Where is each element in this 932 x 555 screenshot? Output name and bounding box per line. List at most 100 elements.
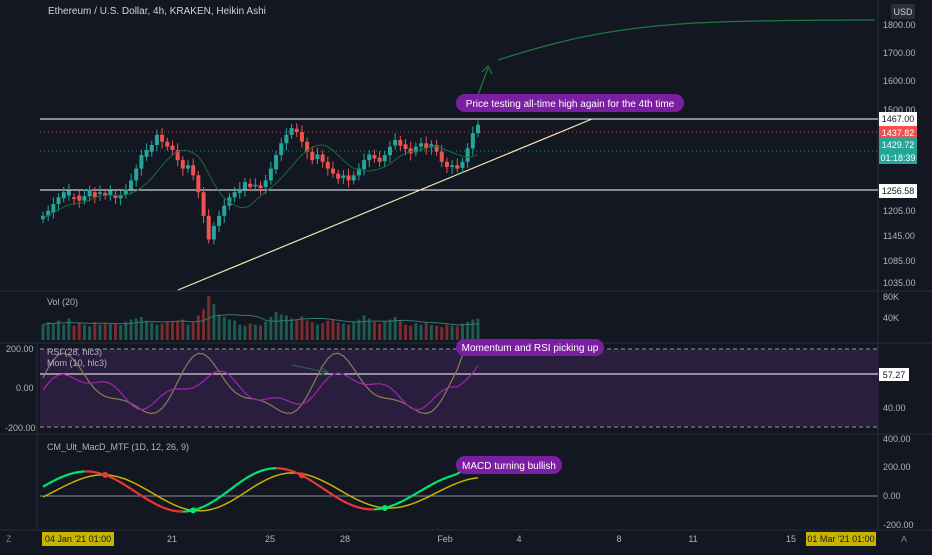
time-tick: 25	[265, 534, 275, 544]
candle-body	[129, 180, 133, 189]
volume-bar	[67, 319, 70, 340]
volume-bar	[435, 326, 438, 340]
currency-label: USD	[893, 7, 913, 17]
macd-segment	[172, 511, 177, 512]
volume-bar	[306, 321, 309, 340]
volume-bar	[202, 309, 205, 340]
candle-body	[471, 133, 475, 148]
volume-bar	[269, 317, 272, 340]
macd-annotation-text: MACD turning bullish	[462, 461, 556, 472]
candle-body	[378, 158, 382, 162]
candle-body	[98, 192, 102, 194]
candle-body	[460, 162, 464, 168]
candle-body	[41, 216, 45, 219]
candle-body	[72, 197, 76, 199]
candle-body	[93, 192, 97, 197]
price-tick: 1085.00	[883, 256, 916, 266]
volume-bar	[373, 322, 376, 340]
volume-bar	[140, 317, 143, 340]
candle-body	[264, 180, 268, 187]
reset-time-scale-button[interactable]: Z	[6, 534, 12, 544]
candle-body	[196, 175, 200, 192]
candle-body	[217, 216, 221, 226]
volume-bar	[311, 322, 314, 340]
candle-body	[290, 128, 294, 135]
candle-body	[253, 185, 257, 187]
candle-body	[398, 140, 402, 146]
candle-body	[165, 142, 169, 147]
volume-bar	[409, 326, 412, 340]
candle-body	[367, 154, 371, 160]
volume-bar	[42, 325, 45, 340]
volume-bar	[477, 319, 480, 340]
chart-title: Ethereum / U.S. Dollar, 4h, KRAKEN, Heik…	[48, 6, 266, 17]
rsi-band-fill	[40, 349, 878, 427]
volume-bar	[197, 315, 200, 340]
candle-body	[279, 143, 283, 155]
volume-bar	[192, 322, 195, 340]
volume-bar	[181, 320, 184, 340]
macd-segment	[286, 469, 291, 470]
volume-bar	[150, 323, 153, 340]
price-tick: 1145.00	[883, 231, 915, 241]
candle-body	[269, 169, 273, 181]
macd-tick: 400.00	[883, 434, 911, 444]
candle-body	[51, 204, 55, 212]
time-tick: 21	[167, 534, 177, 544]
volume-bar	[249, 324, 252, 340]
volume-bar	[420, 325, 423, 340]
volume-bar	[383, 322, 386, 340]
candle-body	[170, 146, 174, 150]
volume-bar	[337, 323, 340, 340]
volume-bar	[357, 320, 360, 340]
candle-body	[284, 135, 288, 143]
candle-body	[160, 135, 164, 142]
price-tick: 1700.00	[883, 48, 916, 58]
candle-body	[440, 152, 444, 162]
candle-body	[310, 152, 314, 160]
volume-bar	[280, 314, 283, 340]
candle-body	[62, 192, 66, 198]
volume-bar	[52, 324, 55, 340]
volume-bar	[218, 314, 221, 340]
macd-cross-dot	[382, 505, 388, 511]
macd-segment	[69, 473, 74, 474]
volume-bar	[83, 325, 86, 340]
candle-body	[383, 155, 387, 161]
momentum-label: Mom (10, hlc3)	[47, 358, 107, 368]
volume-bar	[347, 325, 350, 340]
macd-segment	[266, 469, 271, 470]
time-tick: 4	[516, 534, 521, 544]
macd-label: CM_Ult_MacD_MTF (1D, 12, 26, 9)	[47, 442, 189, 452]
momentum-annotation-text: Momentum and RSI picking up	[462, 343, 599, 354]
candle-body	[145, 150, 149, 157]
price-tick: 1800.00	[883, 20, 916, 30]
volume-bar	[471, 320, 474, 340]
candle-body	[238, 189, 242, 193]
volume-bar	[363, 315, 366, 340]
time-tick: 8	[616, 534, 621, 544]
time-tick: 28	[340, 534, 350, 544]
macd-tick: 200.00	[883, 462, 911, 472]
rsi-left-tick: -200.00	[5, 423, 36, 433]
volume-bar	[300, 316, 303, 340]
volume-tick: 80K	[883, 292, 899, 302]
candle-body	[259, 185, 263, 188]
macd-segment	[281, 468, 286, 469]
volume-bar	[388, 320, 391, 340]
rsi-label: RSI (28, hlc3)	[47, 347, 102, 357]
macd-segment	[359, 508, 364, 509]
volume-bar	[88, 326, 91, 340]
time-end-text: 01 Mar '21 01:00	[807, 534, 874, 544]
price-tick: 1035.00	[883, 278, 916, 288]
volume-bar	[135, 319, 138, 340]
price-tick: 1205.00	[883, 206, 916, 216]
candle-body	[88, 190, 92, 197]
auto-scale-button[interactable]: A	[901, 534, 907, 544]
candle-body	[212, 226, 216, 239]
candle-body	[139, 155, 143, 168]
macd-segment	[167, 509, 172, 510]
macd-segment	[90, 472, 95, 473]
macd-segment	[74, 472, 79, 473]
